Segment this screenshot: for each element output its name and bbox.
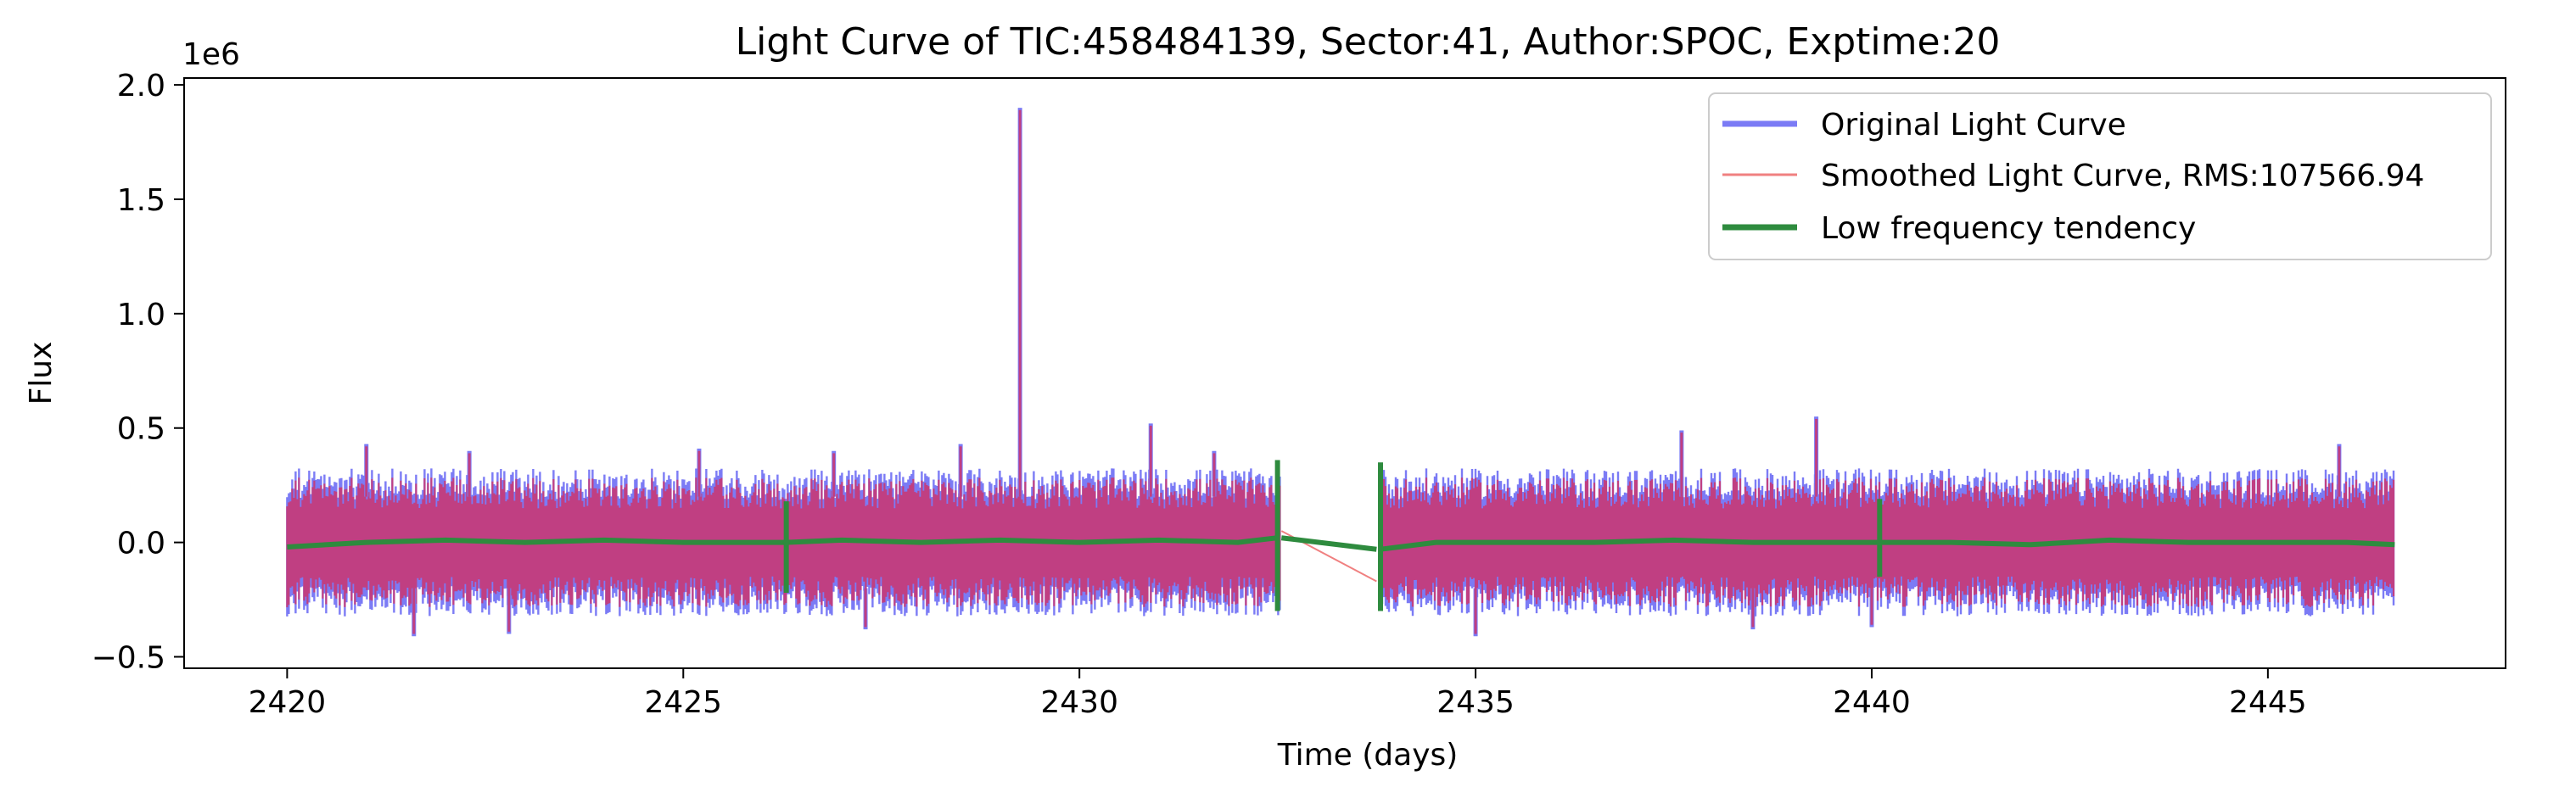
legend-box [1708,92,2492,260]
legend: Original Light Curve Smoothed Light Curv… [1708,92,2492,260]
legend-label-smoothed: Smoothed Light Curve, RMS:107566.94 [1821,159,2424,193]
legend-label-trend: Low frequency tendency [1821,211,2196,246]
y-tick-label: 1.5 [117,183,165,218]
y-tick-label: 0.0 [117,527,165,561]
trend-line [287,460,2395,611]
y-axis-label: Flux [24,342,59,405]
y-tick-label: 2.0 [117,69,165,103]
plot-frame [183,77,2506,669]
x-tick-label: 2445 [2229,685,2307,720]
x-tick-label: 2435 [1436,685,1515,720]
x-tick-label: 2440 [1833,685,1911,720]
legend-label-original: Original Light Curve [1821,108,2126,142]
x-axis: 2420 2425 2430 2435 2440 2445 [249,668,2307,720]
y-tick-label: 1.0 [117,298,165,332]
x-tick-label: 2420 [249,685,327,720]
x-tick-label: 2425 [644,685,722,720]
x-tick-label: 2430 [1040,685,1118,720]
plot-data-layer [286,108,2395,637]
x-axis-label: Time (days) [1277,738,1459,773]
y-axis: −0.5 0.0 0.5 1.0 1.5 2.0 [92,69,184,676]
flux-spikes [364,108,2342,637]
y-scale-label: 1e6 [182,37,240,72]
y-tick-label: −0.5 [92,641,165,676]
chart-title: Light Curve of TIC:458484139, Sector:41,… [736,20,2001,64]
y-tick-label: 0.5 [117,412,165,447]
trend-gap-connector [1280,535,1377,552]
